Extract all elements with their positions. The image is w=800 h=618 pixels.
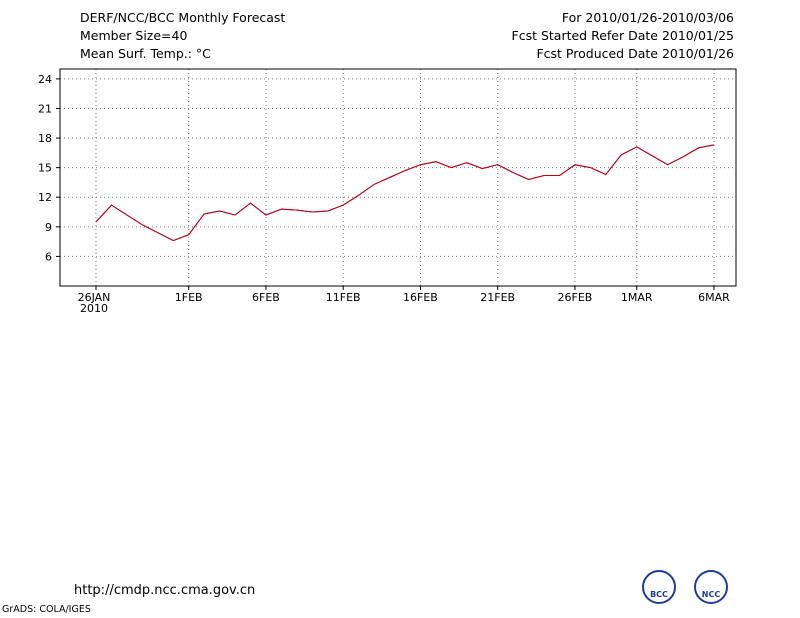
p0-y-tick-label: 12 [38, 191, 52, 204]
p0-x-tick-label: 26JAN [78, 291, 111, 304]
forecast-period: For 2010/01/26-2010/03/06 [561, 10, 734, 25]
p0-y-tick-label: 24 [38, 73, 52, 86]
p0-x-tick-label: 1MAR [621, 291, 653, 304]
source-url[interactable]: http://cmdp.ncc.cma.gov.cn [74, 583, 256, 598]
p0-x-tick-label: 2010 [80, 302, 108, 315]
grads-credit: GrADS: COLA/IGES [2, 604, 91, 615]
p0-y-tick-label: 21 [38, 102, 52, 115]
p0-plot-area [56, 69, 736, 290]
fcst-started-date: Fcst Started Refer Date 2010/01/25 [511, 28, 735, 43]
p0-y-tick-label: 9 [45, 221, 52, 234]
member-size-label: Member Size=40 [80, 28, 188, 43]
p0-y-tick-label: 6 [45, 250, 52, 263]
p0-y-tick-label: 18 [38, 132, 52, 145]
p0-y-tick-label: 15 [38, 162, 52, 175]
p0-x-tick-label: 26FEB [558, 291, 593, 304]
p0-x-tick-label: 11FEB [326, 291, 361, 304]
p0-frame [59, 68, 737, 287]
p0-x-tick-label: 16FEB [403, 291, 438, 304]
p0-x-tick-label: 21FEB [480, 291, 515, 304]
variable-label: Mean Surf. Temp.: °C [80, 46, 211, 61]
ncc-logo: NCC [694, 570, 728, 604]
p0-x-tick-label: 6MAR [698, 291, 730, 304]
p0-series-spread-low [95, 144, 715, 242]
bcc-logo-text: BCC [650, 590, 668, 599]
p0-series-max [95, 144, 715, 242]
ncc-logo-text: NCC [701, 590, 721, 599]
fcst-produced-date: Fcst Produced Date 2010/01/26 [536, 46, 734, 61]
chart-title: DERF/NCC/BCC Monthly Forecast [80, 10, 286, 25]
p0-x-tick-label: 6FEB [252, 291, 280, 304]
bcc-logo: BCC [642, 570, 676, 604]
p0-x-tick-label: 1FEB [175, 291, 203, 304]
